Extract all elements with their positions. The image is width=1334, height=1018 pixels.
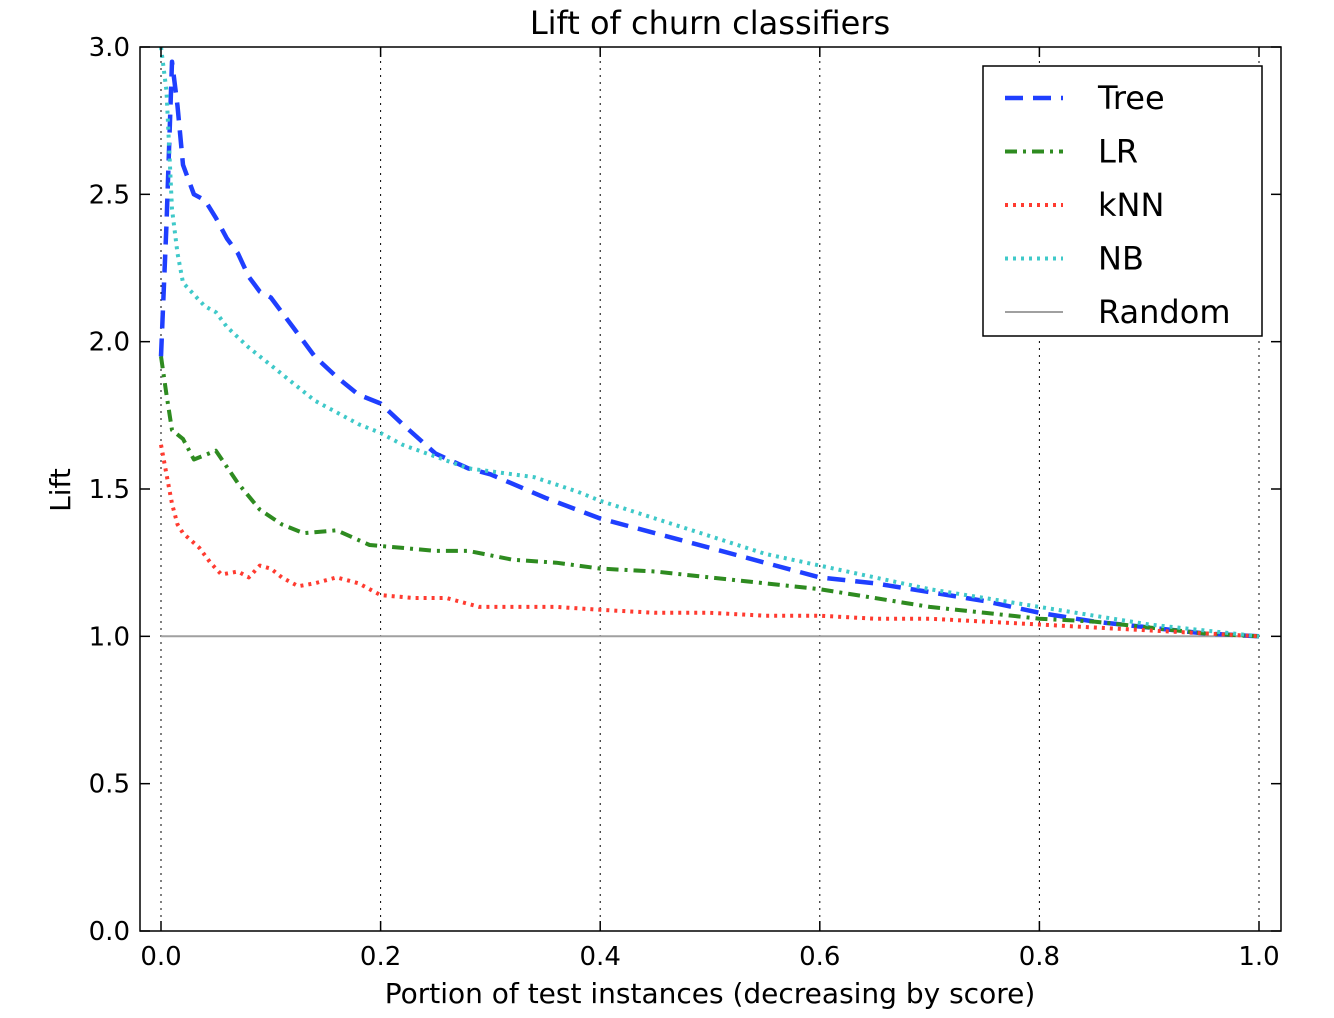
series-line-knn [159, 444, 1260, 639]
y-tick-label: 2.0 [89, 328, 130, 358]
chart-title: Lift of churn classifiers [530, 4, 890, 42]
x-tick-label: 0.8 [1019, 942, 1060, 972]
y-tick-label: 1.5 [89, 475, 130, 505]
legend-label-nb: NB [1098, 240, 1144, 278]
series-line-lr [159, 356, 1260, 639]
legend-label-knn: kNN [1098, 186, 1164, 224]
y-axis-ticks: 0.0 0.5 1.0 1.5 2.0 2.5 3.0 [89, 33, 1281, 947]
y-tick-label: 3.0 [89, 33, 130, 63]
y-tick-label: 0.0 [89, 917, 130, 947]
x-tick-label: 0.6 [799, 942, 840, 972]
x-axis-label: Portion of test instances (decreasing by… [385, 977, 1036, 1010]
x-tick-label: 0.4 [580, 942, 621, 972]
legend-label-random: Random [1098, 293, 1230, 331]
series-line-tree [158, 59, 1260, 639]
series-lines [158, 46, 1260, 639]
legend-label-lr: LR [1098, 133, 1138, 171]
legend-box [982, 65, 1263, 337]
x-axis-ticks: 0.0 0.2 0.4 0.6 0.8 1.0 [140, 47, 1280, 972]
x-tick-label: 0.2 [360, 942, 401, 972]
y-axis-label: Lift [44, 468, 77, 512]
legend: Tree LR kNN NB Random [982, 65, 1263, 337]
x-tick-label: 1.0 [1238, 942, 1279, 972]
y-tick-label: 1.0 [89, 622, 130, 652]
legend-label-tree: Tree [1097, 79, 1165, 117]
x-tick-label: 0.0 [140, 942, 181, 972]
grid-lines [160, 47, 1260, 931]
y-tick-label: 2.5 [89, 180, 130, 210]
y-tick-label: 0.5 [89, 770, 130, 800]
